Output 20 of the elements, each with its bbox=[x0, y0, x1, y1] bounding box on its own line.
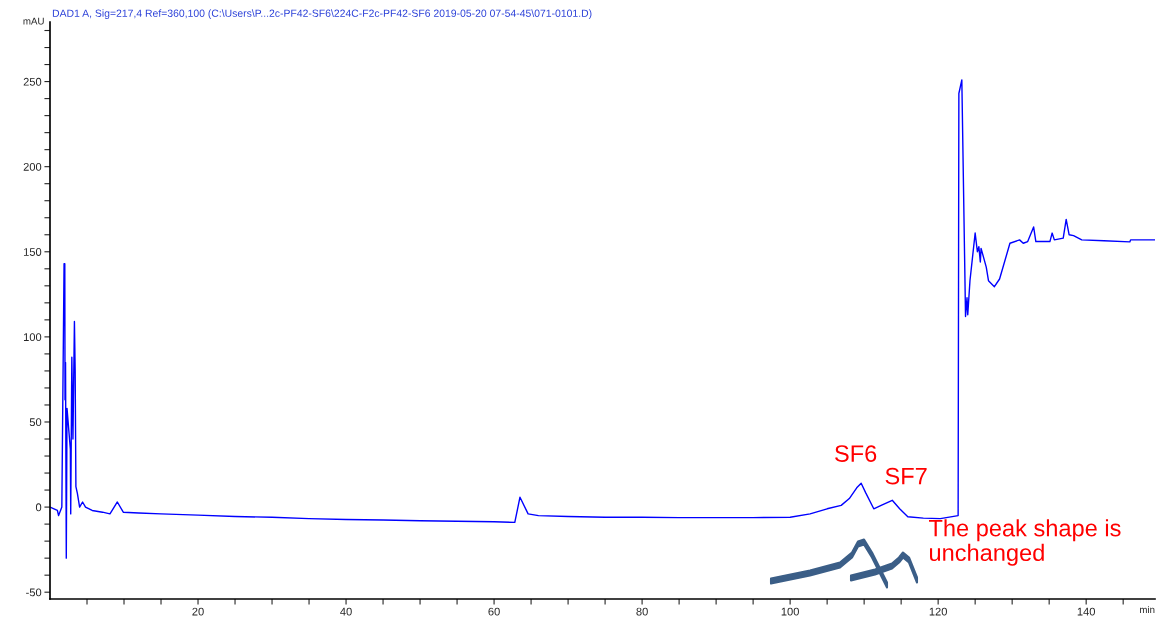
annotation: SF7 bbox=[885, 467, 927, 485]
chart-title: DAD1 A, Sig=217,4 Ref=360,100 (C:\Users\P...2c-PF42-SF6\224C-F2c-PF42-SF6 2019-05-20 07-54-45\071-0101.D) bbox=[52, 9, 592, 19]
y-tick-label: 250 bbox=[23, 77, 42, 86]
annotation: SF6 bbox=[835, 445, 877, 462]
x-tick-label: 60 bbox=[488, 607, 500, 616]
y-tick-label: 150 bbox=[23, 248, 42, 256]
x-tick-label: 80 bbox=[636, 607, 648, 616]
x-tick-label: 100 bbox=[781, 607, 799, 616]
x-tick-label: 120 bbox=[929, 607, 947, 616]
y-tick-label: 0 bbox=[35, 503, 42, 512]
y-tick-label: 100 bbox=[23, 333, 42, 342]
y-axis-title: mAU bbox=[23, 17, 44, 25]
x-axis-title: min bbox=[1139, 605, 1155, 613]
x-tick-label: 20 bbox=[192, 607, 204, 616]
annotation: The peak shape is unchanged bbox=[929, 519, 1121, 566]
x-tick-label: 40 bbox=[340, 607, 352, 616]
y-tick-label: 200 bbox=[23, 162, 42, 171]
y-tick-label: 50 bbox=[29, 418, 42, 427]
y-tick-label: -50 bbox=[26, 588, 42, 597]
x-tick-label: 140 bbox=[1077, 607, 1095, 616]
